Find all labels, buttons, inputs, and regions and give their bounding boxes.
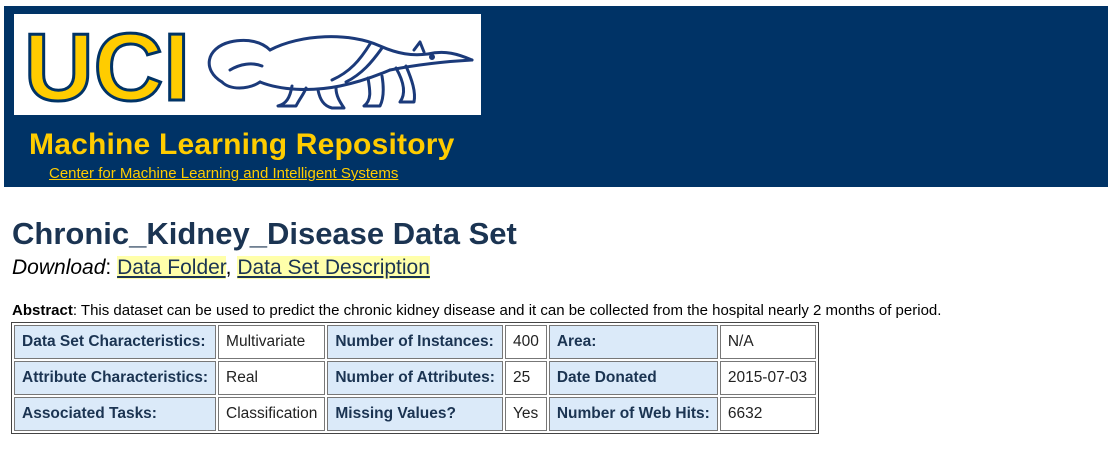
table-label-cell: Attribute Characteristics: bbox=[14, 361, 217, 395]
center-link[interactable]: Center for Machine Learning and Intellig… bbox=[49, 165, 399, 182]
table-row: Associated Tasks: Classification Missing… bbox=[14, 397, 816, 431]
table-label-cell: Data Set Characteristics: bbox=[14, 325, 217, 359]
table-label-cell: Associated Tasks: bbox=[14, 397, 217, 431]
table-value-cell: Classification bbox=[218, 397, 326, 431]
dataset-info-table: Data Set Characteristics: Multivariate N… bbox=[11, 322, 819, 434]
table-value-cell: Multivariate bbox=[218, 325, 326, 359]
table-row: Attribute Characteristics: Real Number o… bbox=[14, 361, 816, 395]
abstract-label: Abstract bbox=[12, 302, 73, 319]
header-banner: UCI bbox=[4, 6, 1108, 187]
table-value-cell: N/A bbox=[719, 325, 816, 359]
table-row: Data Set Characteristics: Multivariate N… bbox=[14, 325, 816, 359]
data-folder-link[interactable]: Data Folder bbox=[117, 256, 226, 279]
uci-logo[interactable]: UCI bbox=[14, 14, 481, 115]
table-value-cell: 2015-07-03 bbox=[719, 361, 816, 395]
table-label-cell: Area: bbox=[548, 325, 718, 359]
table-label-cell: Number of Web Hits: bbox=[548, 397, 718, 431]
table-value-cell: Yes bbox=[504, 397, 547, 431]
abstract: Abstract: This dataset can be used to pr… bbox=[12, 302, 941, 319]
uci-logo-text: UCI bbox=[24, 22, 192, 106]
table-label-cell: Missing Values? bbox=[327, 397, 503, 431]
table-value-cell: 400 bbox=[504, 325, 547, 359]
table-label-cell: Number of Attributes: bbox=[327, 361, 503, 395]
page-title: Chronic_Kidney_Disease Data Set bbox=[12, 216, 517, 251]
table-value-cell: 25 bbox=[504, 361, 547, 395]
logo-text: UCI bbox=[24, 22, 190, 106]
download-label: Download bbox=[12, 256, 106, 279]
table-value-cell: 6632 bbox=[719, 397, 816, 431]
table-value-cell: Real bbox=[218, 361, 326, 395]
abstract-text: : This dataset can be used to predict th… bbox=[72, 302, 942, 319]
repository-title: Machine Learning Repository bbox=[29, 128, 455, 161]
data-set-description-link[interactable]: Data Set Description bbox=[237, 256, 430, 279]
table-label-cell: Number of Instances: bbox=[327, 325, 503, 359]
anteater-icon bbox=[207, 35, 474, 110]
download-line: Download: Data Folder, Data Set Descript… bbox=[12, 256, 430, 279]
table-label-cell: Date Donated bbox=[548, 361, 718, 395]
